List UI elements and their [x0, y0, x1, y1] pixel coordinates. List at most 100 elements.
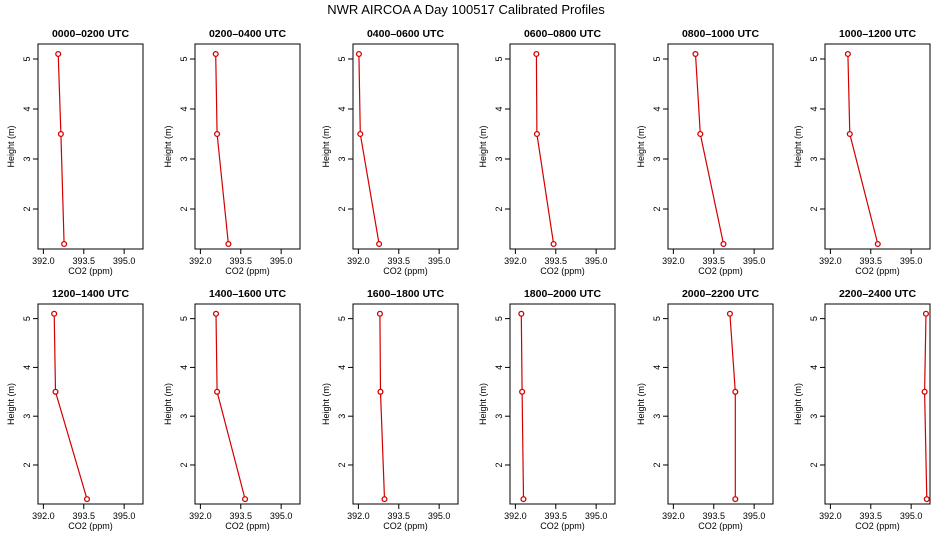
y-axis-label: Height (m) — [793, 125, 803, 167]
plot-frame — [352, 303, 459, 505]
x-tick-label: 393.5 — [230, 256, 253, 266]
x-tick-label: 393.5 — [703, 256, 726, 266]
x-axis-label: CO2 (ppm) — [225, 521, 270, 531]
panel-title: 1800–2000 UTC — [524, 288, 601, 300]
panel-title: 1600–1800 UTC — [367, 288, 444, 300]
y-tick-label: 2 — [337, 206, 347, 211]
profile-point — [355, 50, 362, 58]
profile-point — [52, 388, 59, 395]
plot-frame — [194, 303, 301, 505]
profile-point — [376, 310, 383, 317]
x-tick-label: 392.0 — [32, 511, 55, 521]
x-tick-label: 392.0 — [819, 511, 842, 521]
y-tick-label: 5 — [494, 316, 504, 321]
profile-point — [83, 496, 91, 503]
y-tick-label: 4 — [337, 365, 347, 370]
y-tick-label: 2 — [652, 206, 662, 211]
y-tick-label: 5 — [337, 316, 347, 321]
x-tick-label: 392.0 — [189, 256, 212, 266]
x-tick-label: 392.0 — [819, 256, 842, 266]
x-axis-label: CO2 (ppm) — [68, 521, 113, 531]
profile-point — [844, 50, 851, 58]
x-tick-label: 392.0 — [32, 256, 55, 266]
x-axis-label: CO2 (ppm) — [698, 266, 743, 276]
y-tick-label: 2 — [494, 462, 504, 467]
plot-frame — [667, 303, 774, 505]
y-tick-label: 3 — [809, 414, 819, 419]
y-tick-label: 3 — [809, 156, 819, 161]
y-tick-label: 5 — [809, 56, 819, 61]
profile-line — [379, 313, 386, 500]
x-tick-label: 395.0 — [270, 511, 293, 521]
profile-point — [357, 130, 364, 138]
profile-point — [697, 130, 704, 138]
x-tick-label: 392.0 — [504, 511, 527, 521]
profile-point — [846, 130, 853, 138]
x-tick-label: 393.5 — [860, 511, 883, 521]
y-tick-label: 4 — [179, 106, 189, 111]
x-tick-label: 392.0 — [347, 511, 370, 521]
profile-point — [518, 310, 525, 317]
y-tick-label: 3 — [179, 414, 189, 419]
x-tick-label: 395.0 — [113, 256, 136, 266]
profile-line — [694, 53, 725, 245]
panel-title: 1200–1400 UTC — [52, 288, 129, 300]
plot-frame — [824, 303, 931, 505]
profile-line — [57, 53, 65, 245]
y-tick-label: 5 — [494, 56, 504, 61]
profile-point — [692, 50, 699, 58]
profile-point — [922, 310, 930, 317]
x-axis-label: CO2 (ppm) — [855, 266, 900, 276]
figure-title: NWR AIRCOA A Day 100517 Calibrated Profi… — [327, 2, 605, 17]
y-axis-label: Height (m) — [163, 125, 173, 167]
y-tick-label: 2 — [337, 462, 347, 467]
x-tick-label: 393.5 — [545, 256, 568, 266]
plot-frame — [824, 43, 931, 250]
y-tick-label: 3 — [337, 156, 347, 161]
x-tick-label: 395.0 — [113, 511, 136, 521]
y-tick-label: 4 — [22, 365, 32, 370]
plot-frame — [509, 43, 616, 250]
y-tick-label: 2 — [809, 462, 819, 467]
y-axis-label: Height (m) — [163, 383, 173, 425]
x-axis-label: CO2 (ppm) — [855, 521, 900, 531]
profile-point — [214, 388, 221, 395]
y-tick-label: 4 — [337, 106, 347, 111]
x-tick-label: 393.5 — [860, 256, 883, 266]
x-tick-label: 393.5 — [388, 511, 411, 521]
x-tick-label: 395.0 — [428, 256, 451, 266]
x-axis-label: CO2 (ppm) — [540, 266, 585, 276]
x-axis-label: CO2 (ppm) — [383, 521, 428, 531]
x-tick-label: 395.0 — [743, 511, 766, 521]
panel-title: 2200–2400 UTC — [839, 288, 916, 300]
x-axis-label: CO2 (ppm) — [383, 266, 428, 276]
y-tick-label: 3 — [22, 414, 32, 419]
profile-line — [535, 53, 555, 245]
profile-point — [732, 496, 739, 503]
profile-point — [726, 310, 733, 317]
profile-line — [215, 53, 229, 245]
y-axis-label: Height (m) — [478, 383, 488, 425]
x-tick-label: 392.0 — [347, 256, 370, 266]
profile-point — [533, 130, 540, 138]
plot-frame — [509, 303, 616, 505]
profile-point — [376, 240, 383, 248]
y-tick-label: 4 — [22, 106, 32, 111]
profile-point — [51, 310, 58, 317]
y-tick-label: 2 — [179, 206, 189, 211]
y-tick-label: 4 — [652, 106, 662, 111]
plot-frame — [194, 43, 301, 250]
y-tick-label: 2 — [22, 462, 32, 467]
profile-point — [533, 50, 540, 58]
x-tick-label: 393.5 — [73, 256, 96, 266]
x-axis-label: CO2 (ppm) — [68, 266, 113, 276]
panel-title: 0400–0600 UTC — [367, 28, 444, 40]
y-axis-label: Height (m) — [6, 125, 16, 167]
profile-point — [381, 496, 388, 503]
y-tick-label: 3 — [337, 414, 347, 419]
x-tick-label: 395.0 — [900, 511, 923, 521]
profile-point — [377, 388, 384, 395]
